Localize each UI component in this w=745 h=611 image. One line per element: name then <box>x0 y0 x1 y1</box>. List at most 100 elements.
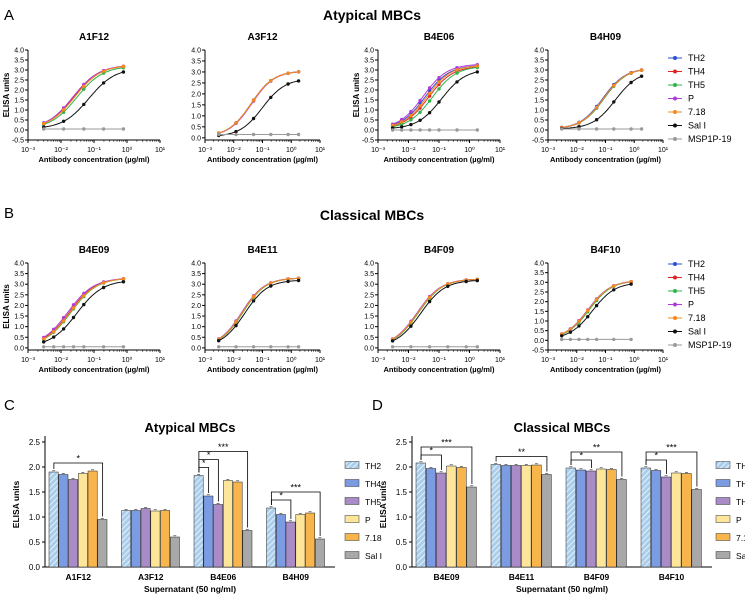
curve-7-18 <box>217 277 300 341</box>
x-tick-label: 10⁻² <box>54 147 68 154</box>
y-tick-label: 3.5 <box>534 270 544 277</box>
y-tick-label: 4.0 <box>364 261 374 268</box>
data-point <box>251 294 256 299</box>
bar-th2 <box>193 475 204 568</box>
data-point <box>71 315 76 320</box>
x-axis-label: Supernatant (50 ng/ml) <box>144 584 236 594</box>
x-tick-label: 10⁰ <box>464 146 475 154</box>
bar-legend-atypical: TH2 TH4 TH5 P 7.18 Sal I <box>344 461 382 561</box>
legend-label: TH2 <box>688 53 705 63</box>
data-point <box>612 100 616 104</box>
data-point <box>217 339 221 343</box>
significance-bracket <box>570 451 623 477</box>
data-point <box>52 330 56 334</box>
y-tick-label: 0.0 <box>14 345 24 352</box>
bar-sal-i <box>242 530 253 568</box>
data-point <box>296 79 301 83</box>
data-point <box>251 132 256 137</box>
y-tick-label: 3.0 <box>191 69 201 76</box>
significance-label: * <box>654 451 658 461</box>
curve-th2 <box>560 281 633 336</box>
category-label: B4F10 <box>659 572 685 582</box>
category-label: A1F12 <box>65 572 91 582</box>
y-tick-label: 4.0 <box>534 261 544 268</box>
x-tick-label: 10⁻¹ <box>256 357 270 364</box>
data-point <box>71 345 76 349</box>
bar-th4 <box>500 465 512 568</box>
y-tick-label: 2.0 <box>364 303 374 310</box>
y-tick-label: 3.5 <box>14 58 24 65</box>
category-label: A3F12 <box>138 572 164 582</box>
y-tick-label: 2.0 <box>29 463 41 472</box>
y-tick-label: 1.0 <box>364 108 374 115</box>
data-point <box>269 132 273 137</box>
data-point <box>577 324 581 328</box>
bar-7-18 <box>160 510 170 568</box>
data-point <box>400 128 404 132</box>
significance-bracket <box>53 462 104 517</box>
x-tick-label: 10⁻³ <box>21 147 35 154</box>
bar-th4 <box>276 514 286 568</box>
bar-th4 <box>58 474 69 568</box>
x-tick-label: 10⁻¹ <box>599 147 613 154</box>
curve-7-18 <box>41 65 126 125</box>
data-point <box>427 299 432 304</box>
data-point <box>409 128 413 132</box>
data-point <box>437 80 441 84</box>
y-tick-label: 3.5 <box>364 58 374 65</box>
significance-bracket <box>420 446 473 484</box>
significance-label: * <box>207 450 211 460</box>
data-point <box>101 281 106 285</box>
data-point <box>121 127 126 131</box>
data-point <box>612 127 616 131</box>
data-point <box>427 128 432 132</box>
bar-sal-i <box>97 519 108 568</box>
data-point <box>400 125 404 129</box>
y-tick-label: 0.5 <box>534 118 544 125</box>
data-point <box>639 74 644 78</box>
data-point <box>475 70 479 74</box>
data-point <box>577 319 581 323</box>
data-point <box>568 327 573 331</box>
bar-7-18 <box>232 481 243 568</box>
curve-p <box>560 69 644 129</box>
chart-b4e06: B4E06 -0.5 0.0 0.5 1.0 1.5 2.0 2.5 3.0 3.5 4.0 10⁻³… <box>352 32 506 164</box>
data-point <box>42 127 46 131</box>
x-tick-label: 10⁰ <box>629 146 640 154</box>
legend-label: Sal I <box>736 551 745 561</box>
legend-swatch <box>344 551 360 559</box>
legend-marker <box>673 69 677 74</box>
x-tick-label: 10⁻² <box>402 357 416 364</box>
data-point <box>269 281 273 285</box>
y-tick-label: 2.5 <box>396 438 408 447</box>
y-tick-label: 0.0 <box>534 338 544 345</box>
data-point <box>296 70 301 74</box>
bar-th2 <box>266 507 276 568</box>
data-point <box>251 116 256 121</box>
data-point <box>101 345 106 349</box>
legend-label: TH4 <box>365 479 381 489</box>
category-label: B4E11 <box>509 572 535 582</box>
y-tick-label: 3.0 <box>191 282 201 289</box>
curve-th4 <box>41 65 126 125</box>
x-axis-label: Antibody concentration (µg/ml) <box>550 155 661 164</box>
x-axis-label: Antibody concentration (µg/ml) <box>384 155 495 164</box>
data-point <box>52 345 56 349</box>
bar-7-18 <box>87 470 98 568</box>
x-tick-label: 10⁻² <box>227 357 241 364</box>
data-point <box>639 127 644 131</box>
x-tick-label: 10⁻¹ <box>87 147 101 154</box>
x-tick-label: 10⁰ <box>286 356 297 364</box>
y-tick-label: 0.5 <box>29 538 41 547</box>
y-tick-label: 1.0 <box>534 108 544 115</box>
data-point <box>409 324 413 328</box>
legend-label: TH2 <box>365 461 381 471</box>
y-axis-label: ELISA units <box>2 284 11 329</box>
data-point <box>101 81 106 85</box>
data-point <box>251 345 256 349</box>
data-point <box>234 345 238 349</box>
curve-sal-i <box>217 80 301 137</box>
data-point <box>629 127 633 131</box>
chart-title: B4F10 <box>590 245 620 256</box>
x-tick-label: 10¹ <box>495 357 506 364</box>
